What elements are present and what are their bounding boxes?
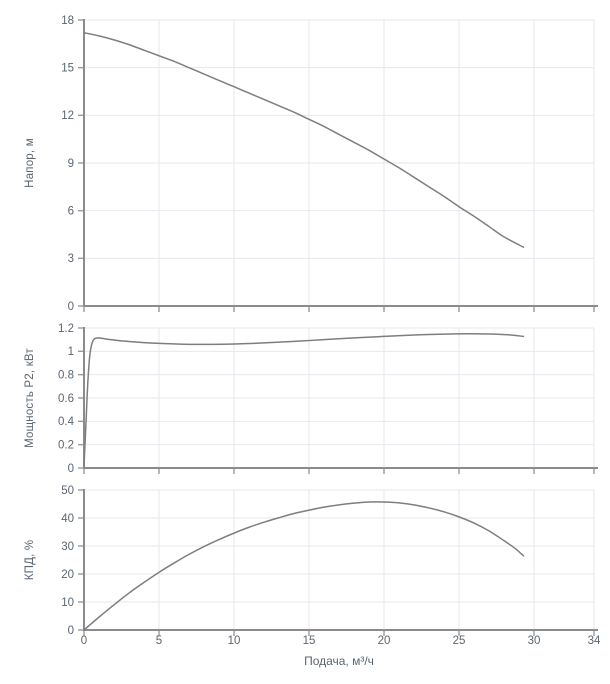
x-axis-label: Подача, м³/ч xyxy=(304,654,374,668)
head-subplot: 0 3 6 9 12 15 18 xyxy=(61,15,598,313)
grid xyxy=(84,327,595,469)
x-tick-label: 34 xyxy=(588,635,601,647)
x-tick-label: 30 xyxy=(528,635,541,647)
y-axis-label-power: Мощность P2, кВт xyxy=(24,348,36,448)
y-tick-label: 0 xyxy=(68,463,74,475)
power-subplot: 0 0.2 0.4 0.6 0.8 1 1.2 xyxy=(58,323,598,475)
y-tick-label: 3 xyxy=(68,253,74,265)
y-tick-labels: 0 0.2 0.4 0.6 0.8 1 1.2 xyxy=(58,323,75,475)
y-tick-label: 0 xyxy=(68,625,74,637)
y-tick-label: 1.2 xyxy=(58,323,74,335)
axes xyxy=(83,327,598,469)
tick-marks xyxy=(78,489,595,636)
y-tick-label: 20 xyxy=(61,569,74,581)
x-tick-label: 10 xyxy=(228,635,241,647)
y-tick-label: 18 xyxy=(61,15,74,27)
y-tick-labels: 0 10 20 30 40 50 xyxy=(61,485,74,637)
y-axis-label-head: Напор, м xyxy=(24,138,36,188)
tick-marks xyxy=(78,327,595,474)
power-curve xyxy=(83,332,525,467)
x-tick-label: 15 xyxy=(303,635,316,647)
y-tick-label: 0.2 xyxy=(58,440,74,452)
axes xyxy=(83,19,598,307)
x-tick-label: 5 xyxy=(156,635,162,647)
y-tick-label: 6 xyxy=(68,206,74,218)
y-tick-label: 15 xyxy=(61,63,74,75)
y-tick-label: 30 xyxy=(61,541,74,553)
y-tick-label: 0.8 xyxy=(58,370,74,382)
y-tick-label: 0.6 xyxy=(58,393,74,405)
efficiency-subplot: 0 10 20 30 40 50 0 5 10 15 20 25 30 34 xyxy=(61,485,601,647)
y-axis-label-efficiency: КПД, % xyxy=(24,539,36,581)
y-tick-label: 40 xyxy=(61,513,74,525)
grid xyxy=(84,19,595,307)
x-tick-label: 20 xyxy=(378,635,391,647)
x-tick-label: 25 xyxy=(453,635,466,647)
axes xyxy=(83,489,598,631)
y-tick-label: 9 xyxy=(68,158,74,170)
y-tick-labels: 0 3 6 9 12 15 18 xyxy=(61,15,74,313)
y-tick-label: 10 xyxy=(61,597,74,609)
tick-marks xyxy=(78,19,595,312)
y-tick-label: 0.4 xyxy=(58,416,75,428)
efficiency-curve xyxy=(83,501,525,631)
head-curve xyxy=(83,31,525,248)
y-tick-label: 50 xyxy=(61,485,74,497)
grid xyxy=(84,489,595,631)
y-tick-label: 1 xyxy=(68,346,74,358)
x-tick-labels: 0 5 10 15 20 25 30 34 xyxy=(81,635,601,647)
y-tick-label: 12 xyxy=(61,110,74,122)
y-tick-label: 0 xyxy=(68,301,74,313)
x-tick-label: 0 xyxy=(81,635,87,647)
